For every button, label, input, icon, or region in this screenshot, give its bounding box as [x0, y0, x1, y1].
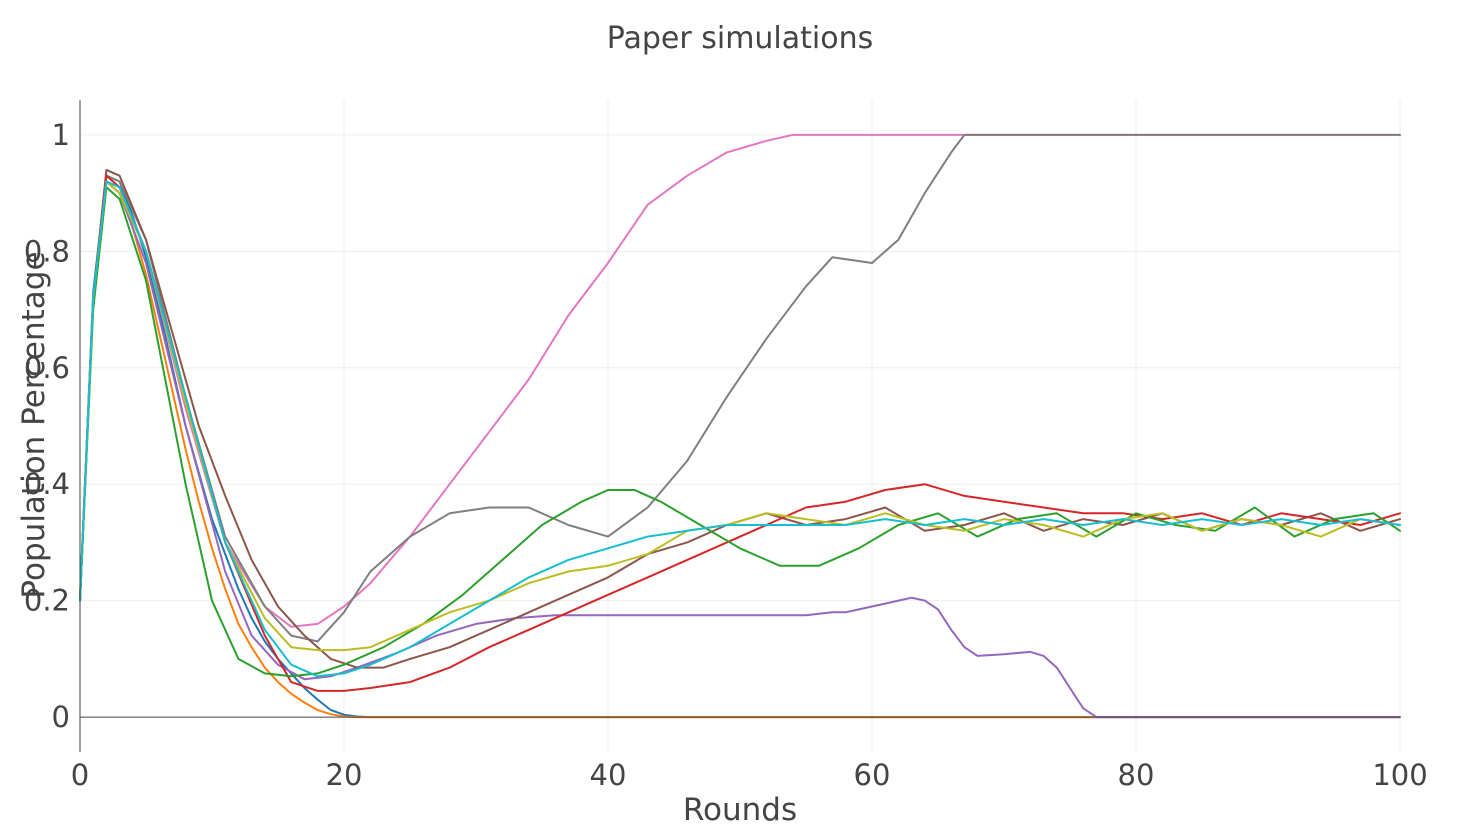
y-tick-label: 0.8 [24, 234, 70, 268]
x-tick-label: 0 [71, 758, 89, 792]
series-line-1 [79, 174, 1401, 719]
series-group [79, 133, 1401, 719]
chart-title: Paper simulations [607, 21, 874, 56]
x-axis-title: Rounds [683, 792, 797, 828]
y-tick-label: 0.6 [24, 351, 70, 385]
x-tick-label: 60 [854, 758, 891, 792]
series-line-6 [79, 168, 1401, 669]
y-tick-label: 0.2 [24, 584, 70, 618]
series-line-7 [79, 174, 1401, 692]
y-tick-label: 0.4 [24, 467, 70, 501]
y-tick-label: 0 [52, 700, 70, 734]
series-line-4 [79, 133, 1401, 628]
x-tick-label: 20 [326, 758, 363, 792]
series-line-8 [79, 186, 1401, 678]
y-tick-label: 1 [52, 118, 70, 152]
x-tick-label: 40 [590, 758, 627, 792]
axes-group [79, 100, 1400, 752]
series-line-2 [79, 180, 1401, 719]
series-line-3 [79, 180, 1401, 719]
y-axis-title: Population Percentage [16, 251, 52, 598]
tick-labels-group: 0 20 40 60 80 100 0 0.2 0.4 0.6 0.8 1 [24, 118, 1428, 792]
series-line-5 [79, 133, 1401, 643]
x-tick-label: 80 [1118, 758, 1155, 792]
x-tick-label: 100 [1372, 758, 1427, 792]
grid-lines [80, 100, 1401, 752]
series-line-10 [79, 180, 1401, 678]
